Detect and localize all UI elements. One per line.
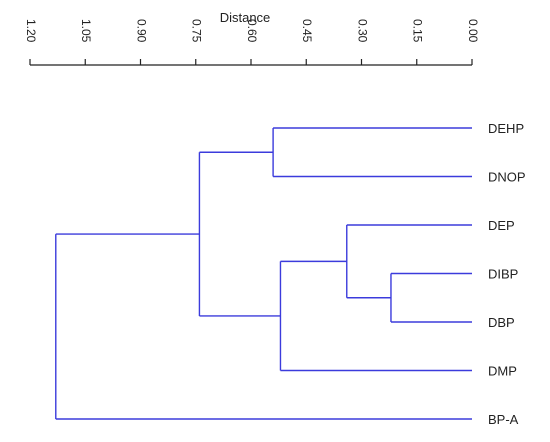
axis-title: Distance <box>220 10 271 25</box>
leaf-label-dep: DEP <box>488 218 515 233</box>
tick-label: 0.90 <box>134 19 148 43</box>
tick-label: 0.30 <box>355 19 369 43</box>
leaf-label-dehp: DEHP <box>488 121 524 136</box>
tick-label: 0.00 <box>466 19 480 43</box>
leaf-label-bp-a: BP-A <box>488 412 519 427</box>
dendrogram-branches <box>55 127 472 420</box>
leaf-label-dbp: DBP <box>488 315 515 330</box>
tick-label: 1.20 <box>24 19 38 43</box>
leaf-labels: DEHP DNOP DEP DIBP DBP DMP BP-A <box>488 121 526 427</box>
tick-label: 1.05 <box>79 19 93 43</box>
distance-axis: 1.20 1.05 0.90 0.75 0.60 0.45 0.30 0.15 0.00 <box>24 19 480 66</box>
leaf-label-dibp: DIBP <box>488 267 518 282</box>
tick-label: 0.60 <box>245 19 259 43</box>
leaf-label-dnop: DNOP <box>488 170 526 185</box>
leaf-label-dmp: DMP <box>488 364 517 379</box>
tick-label: 0.15 <box>411 19 425 43</box>
tick-label: 0.45 <box>300 19 314 43</box>
tick-label: 0.75 <box>190 19 204 43</box>
